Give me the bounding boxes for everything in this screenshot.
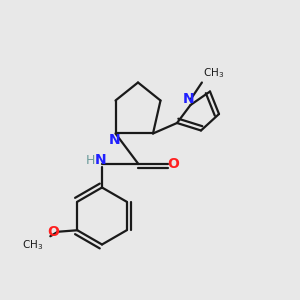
Text: CH$_3$: CH$_3$ bbox=[203, 66, 225, 80]
Text: O: O bbox=[167, 157, 179, 170]
Text: N: N bbox=[95, 154, 106, 167]
Text: H: H bbox=[85, 154, 95, 167]
Text: N: N bbox=[109, 133, 121, 147]
Text: O: O bbox=[47, 225, 59, 239]
Text: N: N bbox=[182, 92, 194, 106]
Text: CH$_3$: CH$_3$ bbox=[22, 238, 43, 251]
